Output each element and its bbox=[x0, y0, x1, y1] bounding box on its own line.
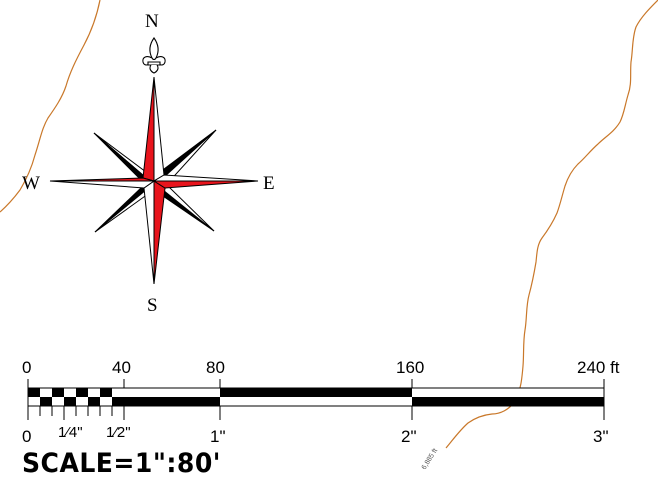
compass-diagonal-points bbox=[93, 129, 217, 233]
scale-inch-label-3: 3" bbox=[593, 427, 609, 446]
scale-feet-label-0: 0 bbox=[22, 358, 31, 377]
scale-inch-label-1: 1" bbox=[210, 427, 226, 446]
compass-rose: N S E W bbox=[22, 11, 275, 316]
scale-inch-label-2: 2" bbox=[401, 427, 417, 446]
scale-bar: 0 40 80 160 240 ft bbox=[22, 358, 620, 446]
contour-line-left bbox=[0, 0, 101, 213]
scale-inch-label-quarter: 1⁄4" bbox=[58, 424, 83, 441]
scale-checkerboard bbox=[28, 388, 124, 406]
scale-feet-label-160: 160 bbox=[396, 358, 424, 377]
compass-east-label: E bbox=[263, 173, 275, 194]
contour-label: 6,885 ft bbox=[421, 448, 439, 472]
compass-south-label: S bbox=[147, 295, 158, 316]
compass-cardinal-points bbox=[49, 76, 259, 285]
north-point bbox=[142, 76, 155, 182]
fleur-de-lis-icon bbox=[142, 37, 166, 74]
scale-title: SCALE=1":80' bbox=[22, 448, 221, 479]
contour-line-right bbox=[445, 0, 658, 449]
scale-inch-label-0: 0 bbox=[22, 427, 31, 446]
scale-feet-label-40: 40 bbox=[112, 358, 131, 377]
compass-west-label: W bbox=[22, 173, 40, 194]
scale-feet-label-80: 80 bbox=[206, 358, 225, 377]
south-point bbox=[143, 180, 155, 285]
scale-feet-label-240: 240 ft bbox=[577, 358, 620, 377]
east-point bbox=[152, 174, 259, 182]
compass-north-label: N bbox=[145, 11, 159, 32]
scale-inch-label-half: 1⁄2" bbox=[106, 424, 131, 441]
